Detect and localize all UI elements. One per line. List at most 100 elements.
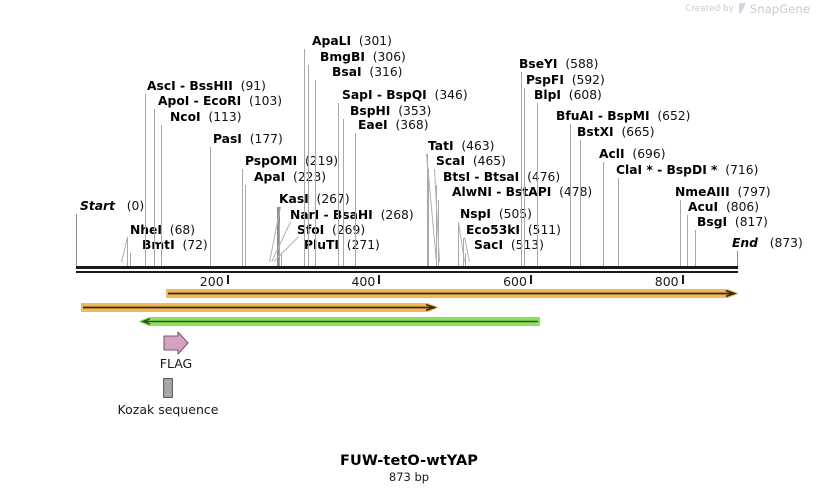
- restriction-site-tick[interactable]: [343, 119, 345, 266]
- enzyme-position: (513): [510, 238, 544, 252]
- enzyme-label[interactable]: ApaI (223): [254, 171, 326, 183]
- restriction-site-tick[interactable]: [354, 133, 356, 266]
- restriction-site-tick[interactable]: [127, 238, 129, 266]
- enzyme-position: (267): [308, 192, 350, 206]
- enzyme-position: (806): [718, 200, 760, 214]
- enzyme-label[interactable]: AcuI (806): [688, 201, 759, 213]
- enzyme-name: PspOMI: [245, 154, 298, 168]
- restriction-site-tick[interactable]: [337, 103, 339, 266]
- restriction-site-tick[interactable]: [281, 253, 282, 266]
- restriction-site-tick[interactable]: [618, 178, 620, 266]
- enzyme-label[interactable]: BlpI (608): [534, 89, 602, 101]
- enzyme-name: ScaI: [436, 154, 466, 168]
- enzyme-position: (306): [364, 50, 406, 64]
- restriction-site-tick[interactable]: [686, 215, 688, 266]
- restriction-site-tick[interactable]: [569, 124, 571, 266]
- enzyme-label[interactable]: EaeI (368): [358, 119, 429, 131]
- enzyme-label[interactable]: BstXI (665): [577, 126, 655, 138]
- enzyme-label[interactable]: NspI (505): [460, 208, 532, 220]
- enzyme-label[interactable]: PspOMI (219): [245, 155, 338, 167]
- restriction-site-tick[interactable]: [303, 49, 305, 266]
- enzyme-label[interactable]: BsgI (817): [697, 216, 768, 228]
- enzyme-name: BsgI: [697, 215, 728, 229]
- enzyme-label[interactable]: BsaI (316): [332, 66, 402, 78]
- restriction-site-tick[interactable]: [130, 253, 132, 266]
- enzyme-name: SacI: [474, 238, 504, 252]
- restriction-site-tick[interactable]: [521, 72, 523, 266]
- enzyme-label[interactable]: PspFI (592): [526, 74, 605, 86]
- restriction-site-tick[interactable]: [209, 147, 211, 266]
- enzyme-label[interactable]: TatI (463): [428, 140, 494, 152]
- enzyme-label[interactable]: ApaLI (301): [312, 35, 392, 47]
- enzyme-position: (268): [372, 208, 414, 222]
- enzyme-label[interactable]: SacI (513): [474, 239, 544, 251]
- enzyme-position: (463): [453, 139, 495, 153]
- restriction-site-tick[interactable]: [161, 125, 163, 266]
- restriction-site-tick[interactable]: [315, 80, 317, 266]
- enzyme-label[interactable]: SapI - BspQI (346): [342, 89, 468, 101]
- enzyme-position: (316): [361, 65, 403, 79]
- enzyme-name: BspHI: [350, 104, 391, 118]
- start-marker-position: (0): [114, 199, 145, 213]
- enzyme-label[interactable]: AlwNI - BstAPI (478): [452, 186, 592, 198]
- enzyme-name: BfuAI - BspMI: [556, 109, 650, 123]
- snapgene-logo-icon: [738, 3, 746, 15]
- enzyme-label[interactable]: ClaI * - BspDI * (716): [616, 164, 758, 176]
- enzyme-label[interactable]: BseYI (588): [519, 58, 598, 70]
- restriction-site-tick[interactable]: [241, 169, 243, 266]
- enzyme-label[interactable]: AscI - BssHII (91): [147, 80, 266, 92]
- track-orf-lower[interactable]: [81, 303, 438, 312]
- enzyme-label[interactable]: ScaI (465): [436, 155, 506, 167]
- restriction-site-tick[interactable]: [276, 207, 280, 266]
- enzyme-label[interactable]: PasI (177): [213, 133, 283, 145]
- restriction-site-tick[interactable]: [428, 169, 430, 266]
- restriction-site-tick[interactable]: [307, 65, 309, 266]
- restriction-site-tick[interactable]: [524, 88, 526, 266]
- ruler-label: 400: [351, 274, 376, 289]
- restriction-site-tick[interactable]: [536, 103, 538, 266]
- restriction-site-tick[interactable]: [458, 222, 460, 266]
- restriction-site-tick[interactable]: [153, 109, 155, 266]
- feature-kozak-box[interactable]: [163, 378, 173, 398]
- enzyme-label[interactable]: NmeAIII (797): [675, 186, 771, 198]
- enzyme-label[interactable]: BspHI (353): [350, 105, 431, 117]
- enzyme-label[interactable]: NarI - BsaHI (268): [290, 209, 414, 221]
- ruler-label: 800: [654, 274, 679, 289]
- enzyme-position: (588): [557, 57, 599, 71]
- feature-flag-arrow[interactable]: [163, 331, 189, 355]
- restriction-site-tick[interactable]: [603, 162, 605, 266]
- restriction-site-tick[interactable]: [244, 185, 246, 266]
- restriction-site-tick[interactable]: [464, 253, 466, 266]
- enzyme-name: ApoI - EcoRI: [158, 94, 242, 108]
- track-cds-green[interactable]: [139, 317, 540, 326]
- enzyme-position: (608): [560, 88, 602, 102]
- enzyme-label[interactable]: BtsI - BtsaI (476): [443, 171, 560, 183]
- enzyme-label[interactable]: BmgBI (306): [320, 51, 406, 63]
- enzyme-name: BsaI: [332, 65, 362, 79]
- restriction-site-tick[interactable]: [426, 154, 428, 266]
- enzyme-label[interactable]: BfuAI - BspMI (652): [556, 110, 690, 122]
- enzyme-label[interactable]: AclI (696): [599, 148, 666, 160]
- ruler-tick: [681, 275, 684, 284]
- restriction-site-tick[interactable]: [679, 200, 681, 266]
- track-orf-upper[interactable]: [166, 289, 738, 298]
- enzyme-label[interactable]: NheI (68): [130, 224, 195, 236]
- enzyme-label[interactable]: NcoI (113): [170, 111, 242, 123]
- restriction-site-tick[interactable]: [579, 140, 581, 266]
- enzyme-position: (465): [465, 154, 506, 168]
- enzyme-label[interactable]: KasI (267): [279, 193, 350, 205]
- restriction-site-tick[interactable]: [144, 94, 146, 266]
- enzyme-position: (652): [649, 109, 691, 123]
- feature-flag-label: FLAG: [159, 356, 193, 371]
- enzyme-label[interactable]: BmtI (72): [142, 239, 208, 251]
- restriction-site-tick[interactable]: [279, 238, 281, 266]
- enzyme-label[interactable]: ApoI - EcoRI (103): [158, 95, 282, 107]
- restriction-site-tick[interactable]: [695, 230, 697, 266]
- ruler-label: 200: [199, 274, 224, 289]
- enzyme-position: (177): [241, 132, 283, 146]
- enzyme-position: (219): [297, 154, 339, 168]
- ruler-label: 600: [503, 274, 527, 289]
- enzyme-label[interactable]: Eco53kI (511): [466, 224, 561, 236]
- enzyme-name: SfoI: [297, 223, 325, 237]
- map-length: 873 bp: [388, 470, 430, 484]
